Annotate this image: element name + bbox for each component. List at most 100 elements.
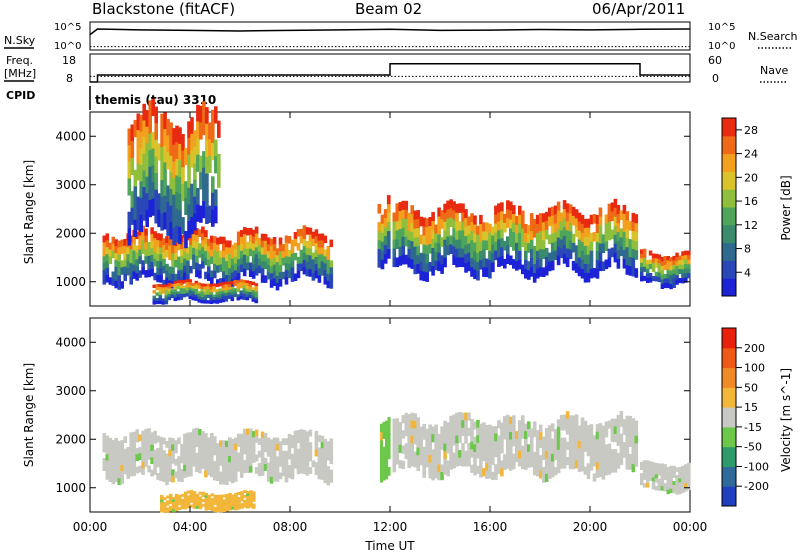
echo-cell [407,444,411,453]
echo-cell [326,466,331,473]
echo-cell [678,260,682,266]
echo-cell [193,146,197,164]
echo-cell [139,198,143,216]
echo-cell [263,240,268,249]
echo-cell [230,258,235,267]
echo-cell [158,298,163,302]
echo-cell [284,263,289,271]
echo-cell [586,440,591,449]
echo-cell [556,442,561,451]
echo-cell [239,284,244,289]
echo-cell [527,234,531,244]
colorbar-swatch [722,171,736,190]
echo-cell [111,250,116,259]
echo-cell [245,285,250,290]
echo-cell [152,290,157,294]
beam-title: Beam 02 [355,0,422,18]
echo-cell [387,450,391,460]
echo-cell [169,222,173,240]
echo-cell [108,475,113,482]
echo-cell [224,281,229,285]
echo-cell [234,507,238,511]
echo-cell [580,432,585,441]
echo-cell [571,430,576,439]
echo-cell [678,264,682,270]
echo-cell [132,250,136,259]
echo-cell [147,453,151,460]
echo-cell [272,237,277,245]
echo-cell [506,430,510,439]
echo-cell [461,248,465,259]
echo-cell [278,279,283,287]
echo-cell [470,441,474,450]
echo-cell [512,205,516,215]
echo-cell [231,501,235,505]
echo-cell [320,254,325,262]
echo-cell [174,496,179,500]
echo-cell [320,247,325,255]
echo-cell [206,289,211,293]
echo-cell [529,451,534,460]
echo-cell [532,459,537,468]
echo-cell [203,291,208,296]
echo-cell [527,451,531,461]
echo-cell [207,494,212,498]
echo-cell [260,456,265,464]
echo-cell [192,496,197,499]
echo-cell [228,443,232,451]
echo-cell [207,502,212,506]
echo-cell [225,478,229,485]
echo-cell [150,234,154,242]
echo-cell [654,253,659,259]
echo-cell [233,443,238,451]
echo-cell [583,227,588,238]
echo-cell [154,139,158,157]
echo-cell [144,242,148,250]
echo-cell [515,233,519,244]
echo-cell [189,444,193,452]
echo-cell [382,430,386,439]
echo-cell [446,445,450,454]
echo-cell [467,234,471,245]
echo-cell [216,468,220,475]
echo-cell [386,249,391,259]
echo-cell [201,233,205,241]
echo-cell [192,434,196,442]
echo-cell [562,437,567,446]
echo-cell [188,293,193,297]
echo-cell [311,460,316,468]
echo-cell [120,239,124,248]
echo-cell [198,271,202,279]
echo-cell [194,291,199,296]
echo-cell [663,468,667,473]
echo-cell [204,495,209,499]
echo-cell [135,448,139,455]
echo-cell [684,479,688,484]
echo-cell [130,207,135,225]
echo-cell [249,490,253,494]
echo-cell [201,254,205,262]
echo-cell [216,251,220,259]
echo-cell [631,230,636,241]
echo-cell [222,509,226,512]
echo-cell [177,462,181,470]
echo-cell [225,275,229,283]
echo-cell [129,457,133,465]
echo-cell [168,498,173,502]
echo-cell [616,460,621,469]
echo-cell [311,238,316,247]
echo-cell [281,438,286,446]
echo-cell [254,286,259,290]
echo-cell [524,233,528,243]
echo-cell [266,437,271,445]
echo-cell [190,117,194,135]
echo-cell [308,429,313,437]
x-axis: 00:00 04:00 08:00 12:00 16:00 20:00 00:00 [73,112,707,534]
echo-cell [580,455,585,464]
echo-cell [568,422,573,432]
echo-cell [326,266,331,275]
echo-cell [204,505,209,509]
echo-cell [176,294,181,298]
echo-cell [382,471,386,481]
echo-cell [164,284,169,288]
